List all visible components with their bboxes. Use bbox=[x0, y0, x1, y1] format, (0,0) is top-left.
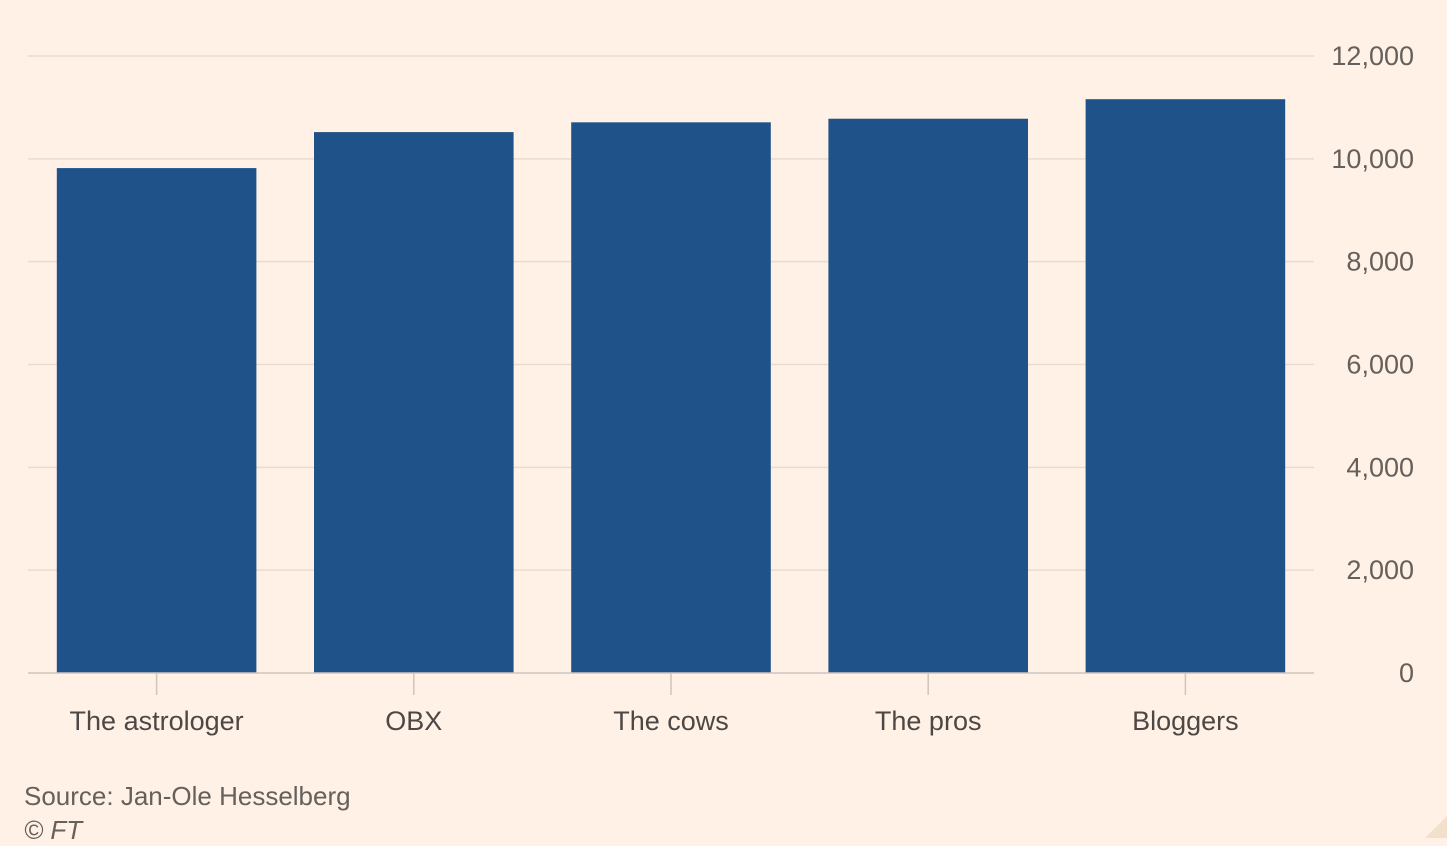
corner-fold-icon bbox=[1425, 816, 1447, 838]
y-tick-label: 12,000 bbox=[1331, 41, 1414, 71]
x-tick-label: Bloggers bbox=[1132, 706, 1239, 736]
copyright-note: © FT bbox=[24, 815, 83, 845]
x-tick-label: The cows bbox=[613, 706, 729, 736]
bar bbox=[314, 132, 514, 673]
bar bbox=[828, 118, 1028, 673]
bar bbox=[1085, 99, 1286, 673]
y-tick-label: 0 bbox=[1399, 658, 1414, 688]
x-tick-label: OBX bbox=[385, 706, 442, 736]
bar bbox=[571, 122, 771, 673]
y-axis: 0 2,000 4,000 6,000 8,000 10,000 12,000 bbox=[1331, 41, 1414, 688]
x-tick-label: The astrologer bbox=[70, 706, 244, 736]
y-tick-label: 4,000 bbox=[1346, 452, 1414, 482]
x-axis: The astrologer OBX The cows The pros Blogger… bbox=[28, 672, 1314, 736]
y-tick-label: 2,000 bbox=[1346, 555, 1414, 585]
x-tick-label: The pros bbox=[875, 706, 982, 736]
source-note: Source: Jan-Ole Hesselberg bbox=[24, 781, 351, 811]
y-tick-label: 8,000 bbox=[1346, 247, 1414, 277]
bars bbox=[56, 99, 1286, 674]
y-tick-label: 6,000 bbox=[1346, 350, 1414, 380]
y-tick-label: 10,000 bbox=[1331, 144, 1414, 174]
bar bbox=[56, 168, 257, 674]
